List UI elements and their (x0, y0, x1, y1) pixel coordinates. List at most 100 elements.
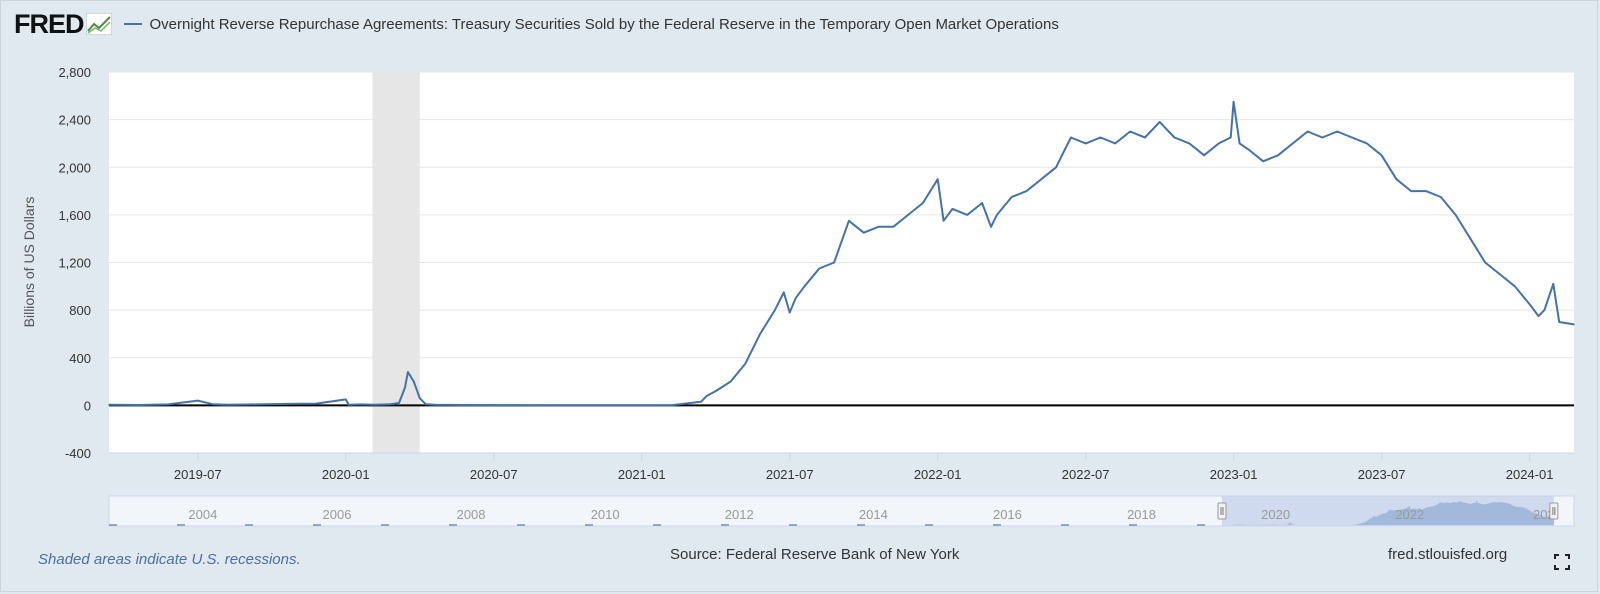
y-tick-label: 1,600 (58, 208, 91, 223)
fred-logo[interactable]: FRED (14, 8, 84, 39)
data-point (782, 291, 785, 294)
data-point (492, 404, 495, 406)
data-point (936, 178, 939, 180)
y-tick-label: 2,000 (58, 160, 91, 175)
data-point (1218, 142, 1220, 145)
data-point (211, 403, 214, 405)
data-point (256, 403, 258, 406)
navigator-handle-right[interactable] (1549, 502, 1559, 520)
source-text: Source: Federal Reserve Bank of New York (670, 546, 960, 563)
navigator-selection (1221, 496, 1554, 526)
data-point (1055, 166, 1057, 169)
navigator-label: 2022 (1395, 507, 1424, 522)
data-point (729, 380, 732, 383)
data-point (1010, 196, 1013, 198)
x-tick-label: 2019-07 (174, 467, 222, 482)
data-point (424, 403, 427, 405)
data-point (1188, 142, 1191, 145)
x-tick-label: 2024-01 (1506, 467, 1554, 482)
data-point (137, 404, 140, 406)
fullscreen-icon[interactable] (1554, 554, 1570, 570)
data-point (1099, 136, 1102, 139)
data-point (1144, 136, 1146, 139)
data-point (981, 202, 983, 204)
x-tick-label: 2020-07 (470, 467, 518, 482)
data-point (1114, 142, 1117, 145)
data-point (892, 225, 895, 228)
site-link[interactable]: fred.stlouisfed.org (1388, 546, 1508, 563)
data-point (1238, 142, 1241, 145)
navigator-label: 2004 (188, 507, 217, 522)
data-point (226, 403, 229, 406)
data-point (359, 403, 362, 406)
data-point (1158, 121, 1161, 123)
data-point (611, 404, 613, 407)
data-point (706, 395, 708, 397)
data-point (1366, 142, 1368, 145)
navigator-label: 2010 (591, 507, 620, 522)
navigator-handle-left[interactable] (1217, 502, 1227, 520)
data-point (108, 403, 110, 406)
data-point (413, 380, 415, 383)
data-point (942, 220, 945, 222)
data-point (1070, 136, 1072, 139)
data-point (833, 261, 835, 264)
data-point (744, 362, 747, 365)
navigator-label: 2016 (993, 507, 1022, 522)
data-point (1229, 136, 1232, 139)
x-tick-label: 2020-01 (322, 467, 370, 482)
navigator-label: 2006 (323, 507, 352, 522)
data-point (907, 214, 909, 216)
data-point (1203, 154, 1205, 157)
data-point (1084, 142, 1087, 145)
data-point (862, 231, 865, 234)
data-point (285, 403, 288, 405)
data-point (1410, 190, 1413, 192)
data-point (1454, 214, 1457, 216)
y-tick-label: 800 (69, 303, 91, 318)
navigator-label: 2012 (725, 507, 754, 522)
data-point (877, 225, 880, 228)
data-point (922, 202, 924, 204)
data-point (1336, 130, 1339, 133)
data-point (463, 404, 465, 406)
data-point (344, 398, 347, 401)
y-tick-label: 400 (69, 351, 91, 366)
data-point (1351, 136, 1353, 139)
data-point (1395, 178, 1398, 180)
data-point (1306, 130, 1309, 133)
data-point (196, 399, 199, 402)
data-point (1573, 323, 1575, 326)
navigator-label: 2014 (859, 507, 888, 522)
navigator-label: 2018 (1127, 507, 1156, 522)
data-point (1061, 154, 1063, 157)
data-point (753, 345, 755, 347)
chart-title[interactable]: Overnight Reverse Repurchase Agreements:… (149, 15, 1059, 33)
data-point (788, 311, 791, 314)
x-tick-label: 2022-07 (1062, 467, 1110, 482)
data-point (347, 403, 350, 406)
y-tick-label: -400 (65, 446, 91, 461)
data-point (404, 386, 406, 389)
data-point (1528, 303, 1531, 305)
data-point (1025, 190, 1028, 192)
data-point (1484, 261, 1487, 264)
data-point (1247, 148, 1250, 151)
data-point (552, 404, 554, 407)
x-tick-label: 2021-01 (618, 467, 666, 482)
data-point (1469, 237, 1472, 240)
data-point (1232, 100, 1235, 103)
data-point (966, 214, 969, 216)
fred-logo-chart-icon[interactable] (85, 13, 112, 35)
data-point (1543, 309, 1546, 311)
data-point (1040, 178, 1043, 180)
data-point (398, 402, 400, 404)
data-point (1440, 196, 1442, 198)
data-point (1321, 136, 1324, 139)
data-point (1499, 273, 1501, 276)
data-point (803, 285, 806, 288)
data-point (848, 220, 850, 222)
y-tick-label: 1,200 (58, 256, 91, 271)
y-tick-label: 2,800 (58, 65, 91, 80)
